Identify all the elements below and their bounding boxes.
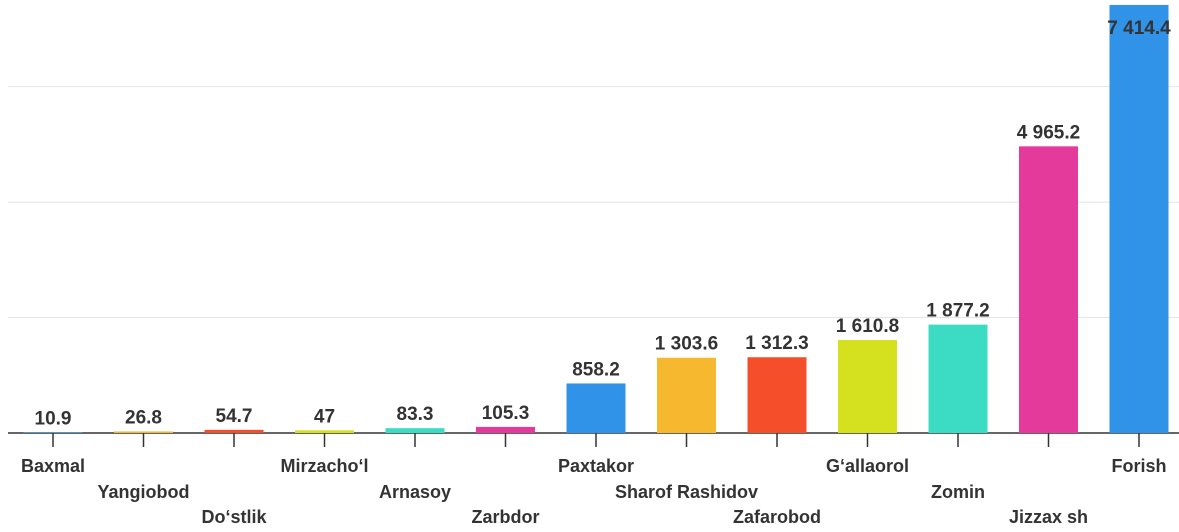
- value-label: 83.3: [397, 404, 434, 425]
- bar: [114, 431, 173, 433]
- value-label: 10.9: [35, 408, 72, 429]
- value-label: 1 877.2: [926, 301, 989, 322]
- x-tick-label: Zafarobod: [733, 507, 821, 527]
- bar: [747, 357, 807, 433]
- value-label: 7 414.4: [1107, 18, 1171, 39]
- x-tick-label: Paxtakor: [558, 456, 634, 476]
- x-tick-label: Sharof Rashidov: [615, 482, 758, 502]
- x-tick-label: Zarbdor: [471, 507, 539, 527]
- value-label: 4 965.2: [1017, 122, 1080, 143]
- bar: [928, 324, 988, 433]
- bar: [295, 430, 354, 433]
- bar: [838, 340, 897, 433]
- value-label: 105.3: [482, 403, 530, 424]
- value-label: 1 312.3: [745, 333, 808, 354]
- bar: [204, 429, 264, 433]
- value-label: 1 303.6: [655, 334, 718, 355]
- value-label: 26.8: [125, 407, 162, 428]
- value-label: 47: [314, 406, 335, 427]
- bar: [566, 383, 626, 433]
- bar: [23, 432, 83, 433]
- bar: [1019, 146, 1078, 433]
- x-tick-label: G‘allaorol: [826, 456, 909, 476]
- bar: [657, 357, 716, 433]
- x-tick-label: Baxmal: [21, 456, 85, 476]
- bar: [385, 428, 445, 433]
- x-tick-label: Jizzax sh: [1009, 507, 1088, 527]
- x-tick-label: Yangiobod: [98, 482, 190, 502]
- x-tick-label: Zomin: [931, 482, 985, 502]
- value-label: 858.2: [572, 359, 620, 380]
- x-tick-label: Mirzacho‘l: [280, 456, 368, 476]
- bar: [1109, 4, 1169, 433]
- bar: [476, 426, 535, 433]
- x-tick-label: Do‘stlik: [201, 507, 267, 527]
- value-label: 1 610.8: [836, 316, 899, 337]
- value-label: 54.7: [216, 406, 253, 427]
- x-tick-label: Arnasoy: [379, 482, 451, 502]
- x-tick-label: Forish: [1111, 456, 1166, 476]
